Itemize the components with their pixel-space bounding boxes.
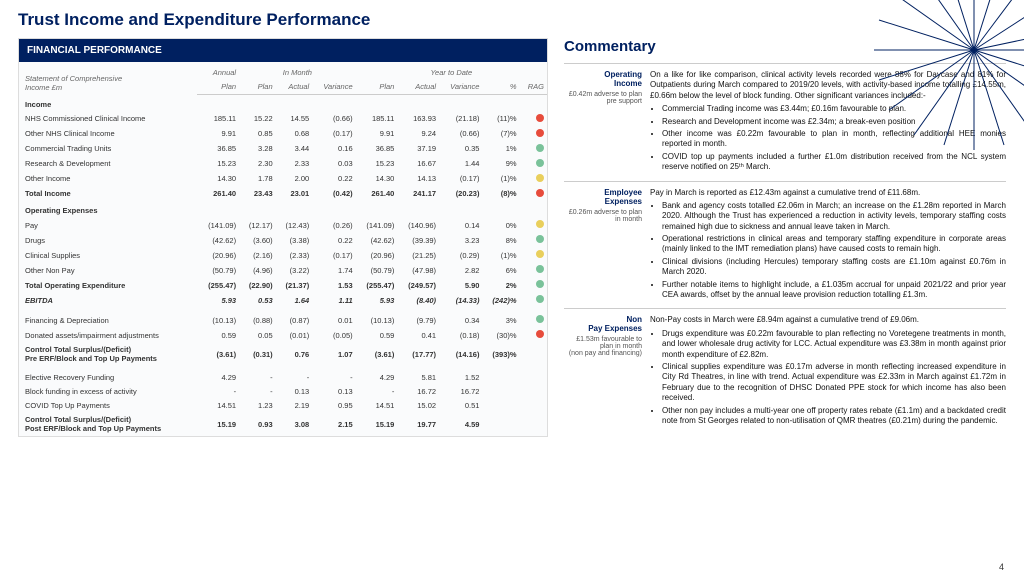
page-number: 4 [999, 562, 1004, 572]
table-row: Total Operating Expenditure(255.47)(22.9… [19, 278, 547, 293]
table-row: Drugs(42.62)(3.60)(3.38)0.22(42.62)(39.3… [19, 233, 547, 248]
commentary-title: Commentary [564, 38, 1006, 55]
commentary-block: OperatingIncome£0.42m adverse to plan pr… [564, 63, 1006, 181]
commentary-block: EmployeeExpenses£0.26m adverse to plan i… [564, 181, 1006, 309]
table-row: Elective Recovery Funding4.29---4.295.81… [19, 371, 547, 385]
table-row: Clinical Supplies(20.96)(2.16)(2.33)(0.1… [19, 248, 547, 263]
table-row: COVID Top Up Payments14.511.232.190.9514… [19, 399, 547, 413]
table-row: Financing & Depreciation(10.13)(0.88)(0.… [19, 313, 547, 328]
table-row: Research & Development15.232.302.330.031… [19, 156, 547, 171]
financial-table: Statement of ComprehensiveIncome £m Annu… [19, 62, 547, 436]
table-row: Control Total Surplus/(Deficit)Pre ERF/B… [19, 343, 547, 366]
financial-table-panel: FINANCIAL PERFORMANCE Statement of Compr… [18, 38, 548, 437]
page-title: Trust Income and Expenditure Performance [0, 0, 1024, 38]
table-row: Commercial Trading Units36.853.283.440.1… [19, 141, 547, 156]
table-row: Other NHS Clinical Income9.910.850.68(0.… [19, 126, 547, 141]
table-row: Other Non Pay(50.79)(4.96)(3.22)1.74(50.… [19, 263, 547, 278]
table-row: Donated assets/impairment adjustments0.5… [19, 328, 547, 343]
table-row: EBITDA5.930.531.641.115.93(8.40)(14.33)(… [19, 293, 547, 308]
table-row: Control Total Surplus/(Deficit)Post ERF/… [19, 413, 547, 436]
panel-header: FINANCIAL PERFORMANCE [19, 39, 547, 62]
commentary-panel: Commentary OperatingIncome£0.42m adverse… [564, 38, 1006, 437]
commentary-block: NonPay Expenses£1.53m favourable to plan… [564, 308, 1006, 434]
table-row: Pay(141.09)(12.17)(12.43)(0.26)(141.09)(… [19, 218, 547, 233]
table-row: NHS Commissioned Clinical Income185.1115… [19, 111, 547, 126]
table-row: Block funding in excess of activity--0.1… [19, 385, 547, 399]
table-row: Other Income14.301.782.000.2214.3014.13(… [19, 171, 547, 186]
table-row: Total Income261.4023.4323.01(0.42)261.40… [19, 186, 547, 201]
